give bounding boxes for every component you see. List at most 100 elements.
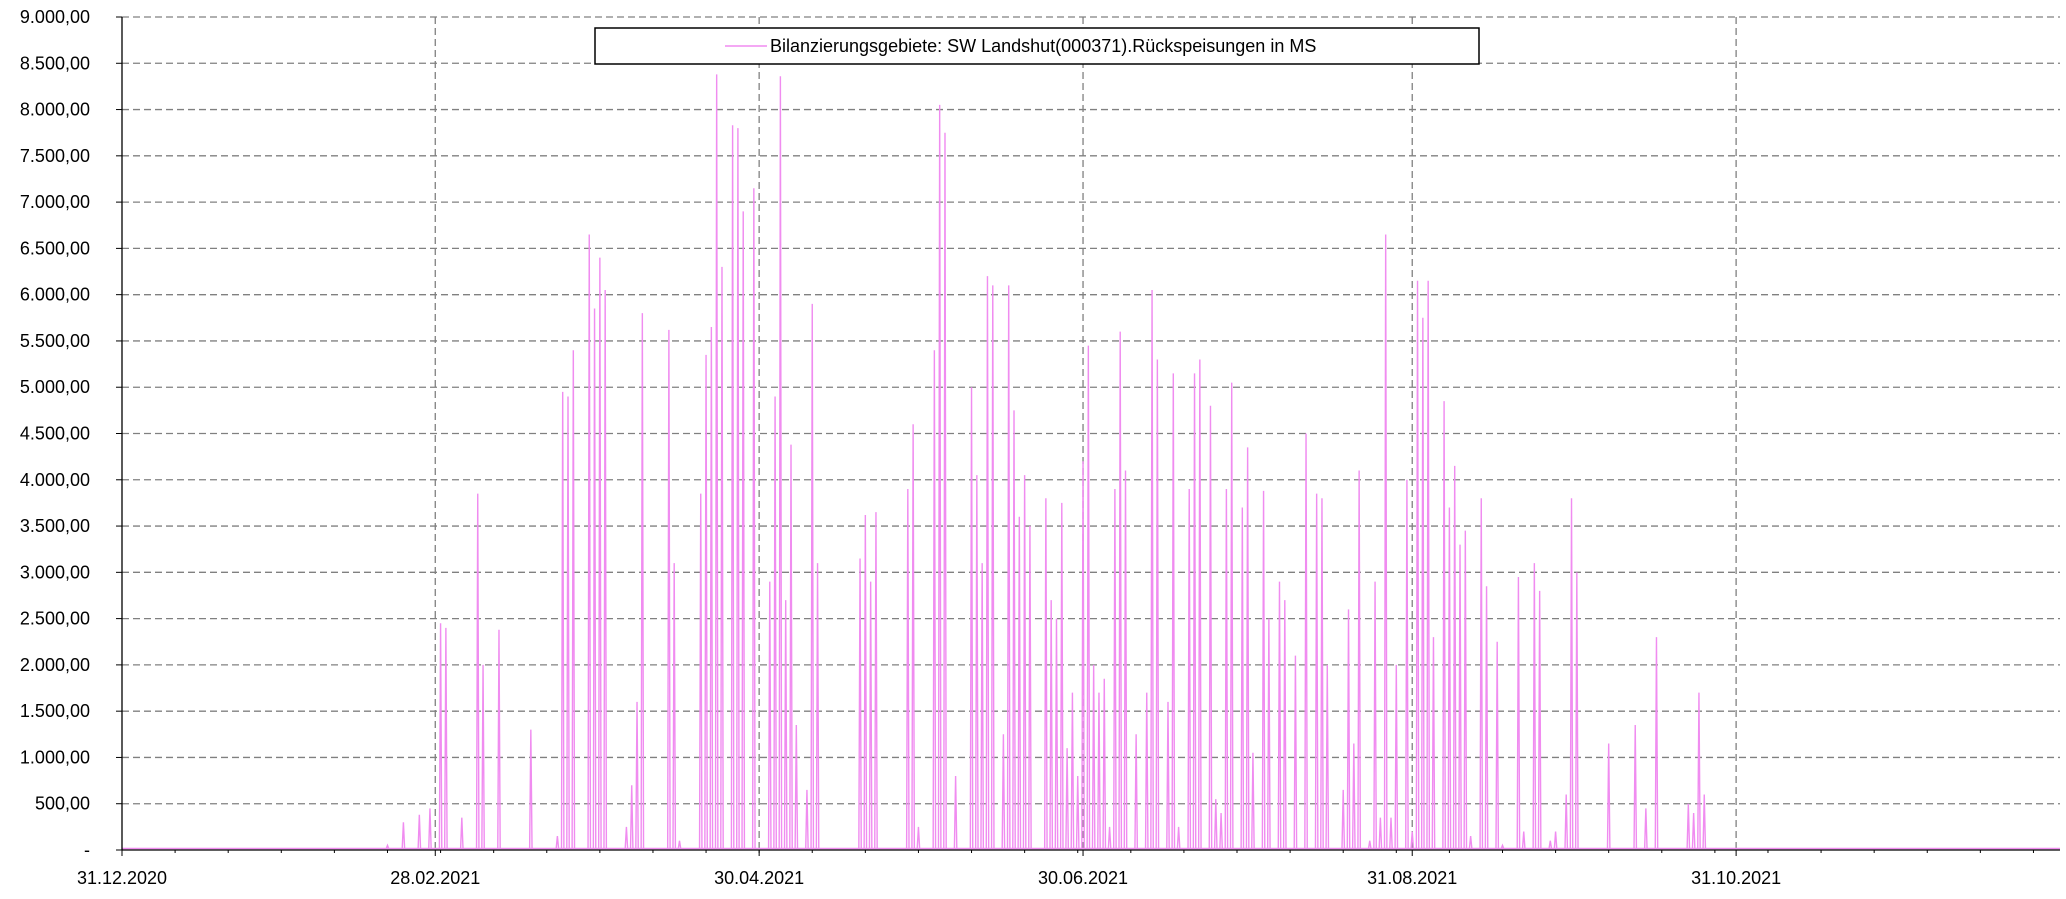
data-point-spike: [1447, 507, 1452, 849]
data-point-spike: [1049, 600, 1054, 849]
data-point-spike: [1495, 641, 1500, 849]
x-tick-label: 31.08.2021: [1367, 868, 1457, 888]
data-point-spike: [1383, 234, 1388, 849]
data-point-spike: [1229, 382, 1234, 849]
data-point-spike: [1532, 563, 1537, 849]
data-point-spike: [481, 664, 485, 849]
y-tick-label: 6.000,00: [20, 285, 90, 305]
data-series: [122, 74, 2060, 850]
data-point-spike: [868, 581, 873, 849]
data-point-spike: [1564, 794, 1569, 849]
data-point-spike: [592, 308, 597, 849]
data-point-spike: [1293, 655, 1298, 849]
data-point-spike: [858, 558, 862, 849]
data-point-spike: [1633, 725, 1638, 849]
data-point-spike: [1112, 489, 1117, 849]
y-tick-label: 1.500,00: [20, 701, 90, 721]
data-point-spike: [629, 785, 634, 849]
data-point-spike: [1548, 840, 1553, 849]
data-point-spike: [1043, 498, 1048, 849]
data-point-spike: [736, 128, 740, 849]
x-tick-label: 30.04.2021: [714, 868, 804, 888]
data-point-spike: [943, 132, 947, 849]
y-tick-label: 6.500,00: [20, 238, 90, 258]
data-point-spike: [1686, 803, 1691, 849]
data-point-spike: [1378, 817, 1383, 849]
y-tick-label: 8.500,00: [20, 53, 90, 73]
data-point-spike: [1320, 498, 1324, 849]
data-point-spike: [1420, 317, 1425, 849]
data-point-spike: [1500, 843, 1505, 849]
data-point-spike: [1054, 618, 1059, 849]
data-point-spike: [1070, 692, 1075, 849]
data-point-spike: [810, 303, 815, 849]
data-point-spike: [1213, 799, 1218, 849]
data-point-spike: [1405, 479, 1409, 849]
data-point-spike: [428, 808, 432, 849]
y-tick-label: 5.500,00: [20, 331, 90, 351]
y-tick-label: 2.500,00: [20, 609, 90, 629]
data-point-spike: [1187, 489, 1192, 849]
data-point-spike: [1245, 447, 1250, 849]
data-point-spike: [773, 396, 777, 849]
data-point-spike: [1702, 794, 1707, 849]
data-point-spike: [1410, 831, 1415, 849]
data-point-spike: [1537, 590, 1542, 849]
data-point-spike: [720, 266, 724, 849]
data-point-spike: [443, 627, 448, 849]
data-point-spike: [672, 563, 677, 849]
data-point-spike: [751, 188, 756, 849]
x-tick-label: 31.12.2020: [77, 868, 167, 888]
data-point-spike: [459, 817, 464, 849]
data-point-spike: [597, 257, 602, 849]
data-point-spike: [1006, 285, 1011, 849]
data-point-spike: [1479, 498, 1484, 849]
data-point-spike: [863, 514, 868, 849]
data-point-spike: [767, 581, 772, 849]
data-point-spike: [1144, 692, 1149, 849]
data-point-spike: [1017, 516, 1022, 849]
data-point-spike: [1574, 572, 1579, 849]
data-point-spike: [1357, 470, 1362, 849]
y-tick-label: -: [84, 840, 90, 860]
data-point-spike: [783, 600, 788, 849]
data-point-spike: [475, 493, 480, 849]
data-point-spike: [698, 493, 703, 849]
data-point-spike: [1134, 734, 1139, 849]
data-point-spike: [1240, 507, 1245, 849]
data-point-spike: [1081, 461, 1085, 849]
data-point-spike: [704, 354, 708, 849]
data-point-spike: [1224, 489, 1229, 849]
data-point-spike: [932, 350, 937, 849]
data-point-spike: [1197, 359, 1202, 849]
data-point-spike: [603, 290, 608, 849]
data-point-spike: [905, 489, 910, 849]
data-point-spike: [555, 836, 560, 849]
data-point-spike: [1155, 359, 1160, 849]
data-point-spike: [794, 725, 799, 849]
data-point-spike: [1463, 530, 1468, 849]
y-tick-label: 2.000,00: [20, 655, 90, 675]
data-point-spike: [1697, 692, 1701, 849]
data-point-spike: [1569, 498, 1574, 849]
data-point-spike: [497, 629, 501, 849]
data-point-spike: [1394, 664, 1399, 849]
data-point-spike: [714, 74, 719, 849]
data-point-spike: [1346, 609, 1351, 849]
data-point-spike: [566, 396, 570, 849]
data-point-spike: [1118, 331, 1123, 849]
data-point-spike: [560, 391, 565, 849]
data-point-spike: [1097, 692, 1101, 849]
data-point-spike: [874, 512, 878, 849]
data-point-spike: [911, 424, 916, 849]
y-tick-label: 7.000,00: [20, 192, 90, 212]
y-tick-label: 3.000,00: [20, 562, 90, 582]
data-point-spike: [815, 563, 820, 849]
data-point-spike: [969, 387, 974, 849]
data-point-spike: [937, 104, 942, 849]
data-point-spike: [916, 826, 921, 849]
data-point-spike: [778, 76, 783, 849]
data-point-spike: [1266, 618, 1271, 849]
